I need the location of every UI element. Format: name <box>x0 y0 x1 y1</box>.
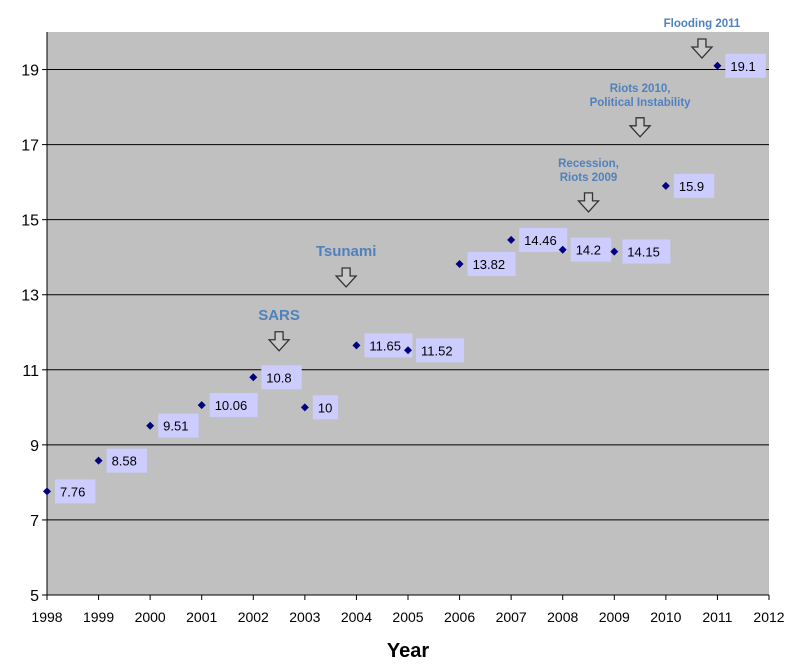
data-point <box>43 487 51 496</box>
y-tick-label: 17 <box>21 138 39 155</box>
data-label: 10 <box>318 400 332 415</box>
data-label: 14.15 <box>627 245 660 260</box>
data-point <box>249 373 258 382</box>
data-label-box <box>673 173 715 198</box>
data-point <box>300 403 309 412</box>
data-label: 11.65 <box>369 338 401 353</box>
data-point <box>507 235 516 244</box>
data-label-box <box>209 393 258 418</box>
data-label: 13.82 <box>473 257 506 272</box>
y-tick-label: 5 <box>30 588 39 605</box>
x-tick-label: 1998 <box>31 609 62 625</box>
data-label: 14.2 <box>576 243 601 258</box>
down-arrow-icon <box>628 117 652 138</box>
data-label-box <box>467 251 516 276</box>
data-point <box>197 401 206 410</box>
annotations: SARS Tsunami Recession, Riots 2009 Riots 201… <box>258 18 741 352</box>
data-label-box <box>416 338 464 363</box>
x-tick-label: 2009 <box>599 609 630 625</box>
data-point <box>352 341 361 350</box>
data-label: 9.51 <box>163 419 188 434</box>
data-label: 15.9 <box>679 179 704 194</box>
x-tick-label: 2010 <box>650 609 681 625</box>
y-tick-label: 11 <box>22 363 39 380</box>
data-point <box>404 346 412 355</box>
data-label: 19.1 <box>730 59 755 74</box>
data-point <box>146 421 155 430</box>
grid-lines <box>47 69 769 521</box>
data-label: 14.46 <box>524 233 557 248</box>
data-point <box>94 456 103 465</box>
data-point <box>558 245 567 254</box>
annotation-label: Political Instability <box>590 97 692 109</box>
data-label: 8.58 <box>112 454 137 469</box>
x-tick-label: 2012 <box>753 609 784 625</box>
x-tick-label: 2008 <box>547 609 578 625</box>
annotation-label: Tsunami <box>316 243 377 260</box>
data-label: 7.76 <box>60 484 85 499</box>
data-label-box <box>106 448 147 473</box>
data-points: 7.76 8.58 9.51 10.06 10.8 10 11.65 11.52 13.82 14… <box>43 53 766 504</box>
data-label-box <box>725 53 766 78</box>
data-label-box <box>622 239 671 264</box>
data-label: 11.52 <box>421 343 453 358</box>
down-arrow-icon <box>334 267 358 288</box>
annotation-label: SARS <box>258 307 300 324</box>
x-tick-label: 2003 <box>289 609 320 625</box>
x-tick-label: 2001 <box>186 609 217 625</box>
y-tick-label: 9 <box>30 438 39 455</box>
annotation-label: Riots 2010, <box>610 83 671 95</box>
down-arrow-icon <box>690 38 714 59</box>
x-axis-ticks: 1998 1999 2000 2001 2002 2003 2004 2005 2006 2007… <box>31 595 785 625</box>
data-label-box <box>158 413 199 438</box>
data-label-box <box>364 333 413 358</box>
x-axis-title: Year <box>387 640 429 662</box>
y-tick-label: 15 <box>21 213 39 230</box>
data-label: 10.06 <box>215 398 248 413</box>
data-label-box <box>519 227 568 252</box>
plot-area <box>47 32 769 595</box>
data-label-box <box>570 237 612 262</box>
x-tick-label: 2006 <box>444 609 475 625</box>
data-point <box>610 247 619 256</box>
x-tick-label: 2004 <box>341 609 372 625</box>
x-tick-label: 2011 <box>702 609 732 625</box>
annotation-label: Flooding 2011 <box>664 18 741 30</box>
x-tick-label: 2002 <box>238 609 269 625</box>
annotation-label: Recession, <box>558 158 619 170</box>
down-arrow-icon <box>267 331 291 352</box>
y-tick-label: 19 <box>21 63 39 80</box>
data-label: 10.8 <box>266 370 291 385</box>
y-tick-label: 7 <box>30 513 39 530</box>
down-arrow-icon <box>577 192 600 213</box>
annotation-label: Riots 2009 <box>560 172 618 184</box>
y-tick-label: 13 <box>21 288 39 305</box>
data-label-box <box>55 479 96 504</box>
data-point <box>455 259 464 268</box>
data-label-box <box>312 395 339 420</box>
x-tick-label: 1999 <box>83 609 114 625</box>
x-tick-label: 2007 <box>496 609 527 625</box>
x-tick-label: 2005 <box>392 609 423 625</box>
data-label-box <box>261 365 302 390</box>
x-tick-label: 2000 <box>135 609 166 625</box>
y-axis-ticks: 5 7 9 11 13 15 17 19 <box>21 63 47 605</box>
data-point <box>661 181 670 190</box>
data-point <box>713 61 722 70</box>
